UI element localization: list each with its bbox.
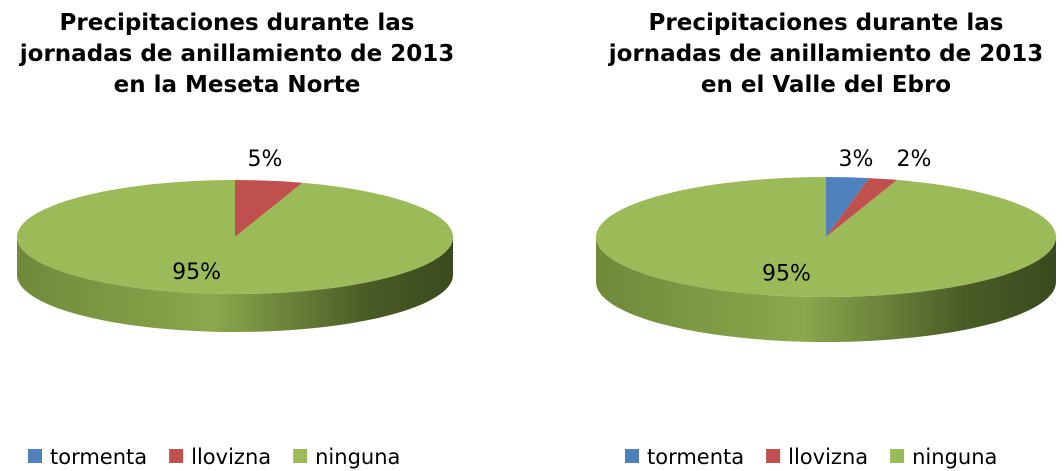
pie-slice — [595, 177, 1056, 297]
legend-label: tormenta — [50, 445, 147, 469]
pie-slice — [826, 178, 898, 237]
chart-title: en la Meseta Norte — [114, 72, 361, 98]
data-label: 2% — [897, 147, 932, 172]
pie-slice-side — [596, 237, 1056, 342]
legend-label: llovizna — [191, 445, 271, 469]
legend-swatch — [293, 449, 308, 463]
pie-slice — [235, 180, 303, 237]
data-label: 5% — [248, 147, 283, 172]
legend-swatch — [28, 449, 42, 463]
pie-slice-side — [17, 237, 453, 332]
chart-title: Precipitaciones durante las — [60, 10, 415, 36]
legend-swatch — [766, 449, 781, 463]
chart-title: jornadas de anillamiento de 2013 — [608, 41, 1043, 67]
data-label: 95% — [172, 260, 221, 285]
pie-slice — [826, 177, 870, 237]
data-label: 3% — [839, 147, 874, 172]
legend-swatch — [890, 449, 905, 463]
legend-label: ninguna — [315, 445, 400, 469]
legend-label: tormenta — [647, 445, 744, 469]
pie-slice — [16, 180, 453, 295]
chart-title: jornadas de anillamiento de 2013 — [19, 41, 454, 67]
legend-label: ninguna — [912, 445, 997, 469]
chart-title: Precipitaciones durante las — [649, 10, 1004, 36]
legend-swatch — [169, 449, 184, 463]
legend-label: llovizna — [788, 445, 868, 469]
chart-title: en el Valle del Ebro — [701, 72, 951, 98]
data-label: 95% — [762, 262, 811, 287]
legend-swatch — [625, 449, 639, 463]
